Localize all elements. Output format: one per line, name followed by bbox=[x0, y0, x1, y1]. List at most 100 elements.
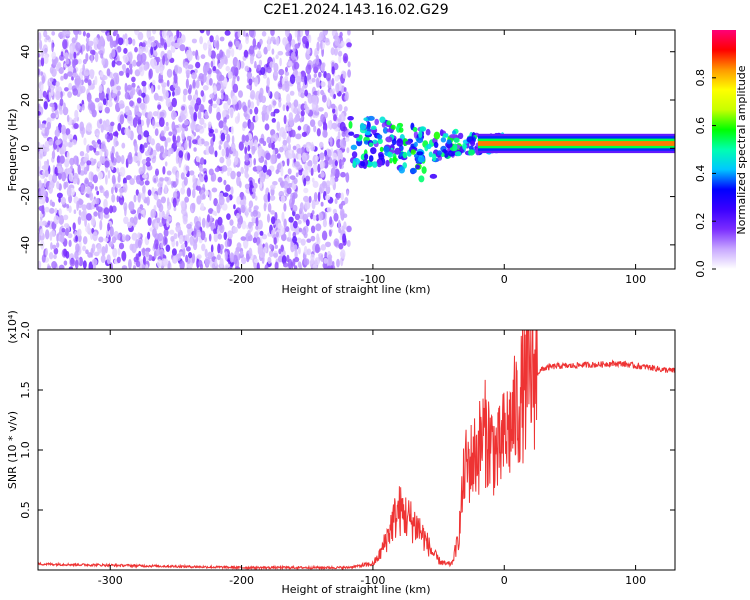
heatmap-cell bbox=[379, 116, 386, 124]
heatmap-cell bbox=[291, 194, 295, 205]
heatmap-cell bbox=[280, 166, 284, 177]
heatmap-cell bbox=[345, 172, 350, 183]
heatmap-cell bbox=[122, 177, 127, 185]
heatmap-cell bbox=[197, 138, 202, 145]
heatmap-cell bbox=[69, 45, 73, 54]
heatmap-cell bbox=[288, 60, 293, 67]
heatmap-cell bbox=[231, 135, 235, 145]
heatmap-cell bbox=[433, 131, 441, 140]
heatmap-cell bbox=[200, 104, 205, 113]
heatmap-x-ticks: -300 -200 -100 0 100 bbox=[98, 30, 646, 286]
heatmap-cell bbox=[174, 64, 180, 74]
heatmap-cell bbox=[301, 230, 306, 235]
heatmap-cell bbox=[54, 109, 59, 116]
heatmap-cell bbox=[331, 122, 338, 130]
heatmap-cell bbox=[331, 261, 335, 267]
heatmap-cell bbox=[65, 30, 71, 37]
heatmap-cell bbox=[51, 150, 56, 160]
heatmap-cell bbox=[187, 64, 194, 70]
heatmap-cell bbox=[178, 150, 184, 158]
heatmap-cell bbox=[315, 54, 320, 66]
heatmap-cell bbox=[38, 103, 41, 109]
heatmap-cell bbox=[319, 141, 324, 148]
heatmap-cell bbox=[59, 54, 65, 61]
heatmap-cell bbox=[280, 244, 284, 252]
heatmap-cell bbox=[334, 160, 338, 167]
heatmap-cell bbox=[212, 66, 217, 72]
heatmap-cell bbox=[436, 150, 442, 156]
heatmap-cell bbox=[82, 30, 86, 37]
heatmap-cell bbox=[42, 173, 46, 179]
heatmap-cell bbox=[337, 50, 343, 57]
heatmap-cell bbox=[100, 255, 106, 263]
heatmap-cell bbox=[175, 240, 179, 247]
heatmap-cell bbox=[134, 105, 139, 116]
heatmap-cell bbox=[91, 258, 98, 266]
heatmap-cell bbox=[123, 216, 129, 225]
heatmap-cell bbox=[194, 94, 198, 100]
heatmap-cell bbox=[216, 97, 220, 106]
heatmap-cell bbox=[220, 89, 225, 94]
heatmap-cell bbox=[238, 90, 243, 98]
heatmap-cell bbox=[282, 104, 286, 112]
heatmap-cell bbox=[327, 265, 334, 269]
heatmap-cell bbox=[160, 242, 164, 249]
heatmap-cell bbox=[240, 250, 244, 256]
heatmap-cell bbox=[45, 35, 50, 41]
heatmap-cell bbox=[308, 34, 312, 44]
heatmap-cell bbox=[199, 263, 204, 269]
heatmap-cell bbox=[331, 77, 335, 87]
heatmap-cell bbox=[282, 131, 287, 140]
heatmap-cell bbox=[75, 235, 78, 242]
heatmap-cell bbox=[88, 99, 93, 109]
heatmap-cell bbox=[104, 237, 109, 243]
heatmap-cell bbox=[135, 253, 139, 261]
heatmap-cell bbox=[230, 142, 236, 152]
heatmap-cell bbox=[139, 204, 144, 210]
heatmap-cell bbox=[105, 174, 108, 185]
heatmap-cell bbox=[49, 207, 55, 214]
heatmap-cell bbox=[246, 84, 253, 90]
colorbar-ticks: 0.0 0.2 0.4 0.6 0.8 bbox=[694, 69, 716, 278]
heatmap-cell bbox=[41, 194, 45, 205]
heatmap-cell bbox=[295, 172, 299, 178]
heatmap-cell bbox=[218, 196, 225, 206]
heatmap-cell bbox=[310, 225, 316, 234]
heatmap-cell bbox=[251, 145, 256, 155]
heatmap-cell bbox=[453, 143, 458, 151]
heatmap-cell bbox=[68, 194, 73, 204]
heatmap-cell bbox=[83, 166, 88, 175]
heatmap-cell bbox=[85, 213, 92, 221]
heatmap-cell bbox=[173, 112, 177, 118]
heatmap-cell bbox=[165, 97, 171, 108]
heatmap-cell bbox=[59, 235, 65, 243]
heatmap-cell bbox=[252, 38, 257, 48]
heatmap-cell bbox=[55, 90, 61, 101]
heatmap-cell bbox=[413, 141, 418, 148]
snr-series-line bbox=[38, 330, 675, 570]
heatmap-cell bbox=[198, 171, 202, 182]
heatmap-cell bbox=[158, 211, 163, 221]
heatmap-cell bbox=[322, 94, 327, 103]
heatmap-cell bbox=[159, 111, 165, 117]
heatmap-cell bbox=[279, 146, 284, 153]
heatmap-cell bbox=[151, 59, 158, 70]
heatmap-cell bbox=[161, 82, 167, 88]
heatmap-cell bbox=[173, 42, 180, 49]
heatmap-cell bbox=[195, 156, 200, 163]
heatmap-band bbox=[478, 141, 675, 146]
heatmap-cell bbox=[71, 37, 77, 44]
heatmap-cell bbox=[468, 145, 474, 151]
heatmap-cell bbox=[244, 153, 250, 163]
heatmap-cell bbox=[191, 253, 196, 264]
heatmap-cell bbox=[76, 200, 79, 211]
heatmap-cell bbox=[225, 65, 231, 72]
heatmap-cell bbox=[65, 58, 70, 65]
heatmap-cell bbox=[204, 111, 209, 120]
heatmap-cell bbox=[176, 30, 180, 39]
heatmap-cell bbox=[78, 256, 84, 267]
heatmap-cell bbox=[115, 36, 119, 45]
heatmap-cell bbox=[56, 146, 60, 153]
heatmap-cell bbox=[209, 128, 215, 134]
heatmap-cell bbox=[230, 125, 234, 135]
